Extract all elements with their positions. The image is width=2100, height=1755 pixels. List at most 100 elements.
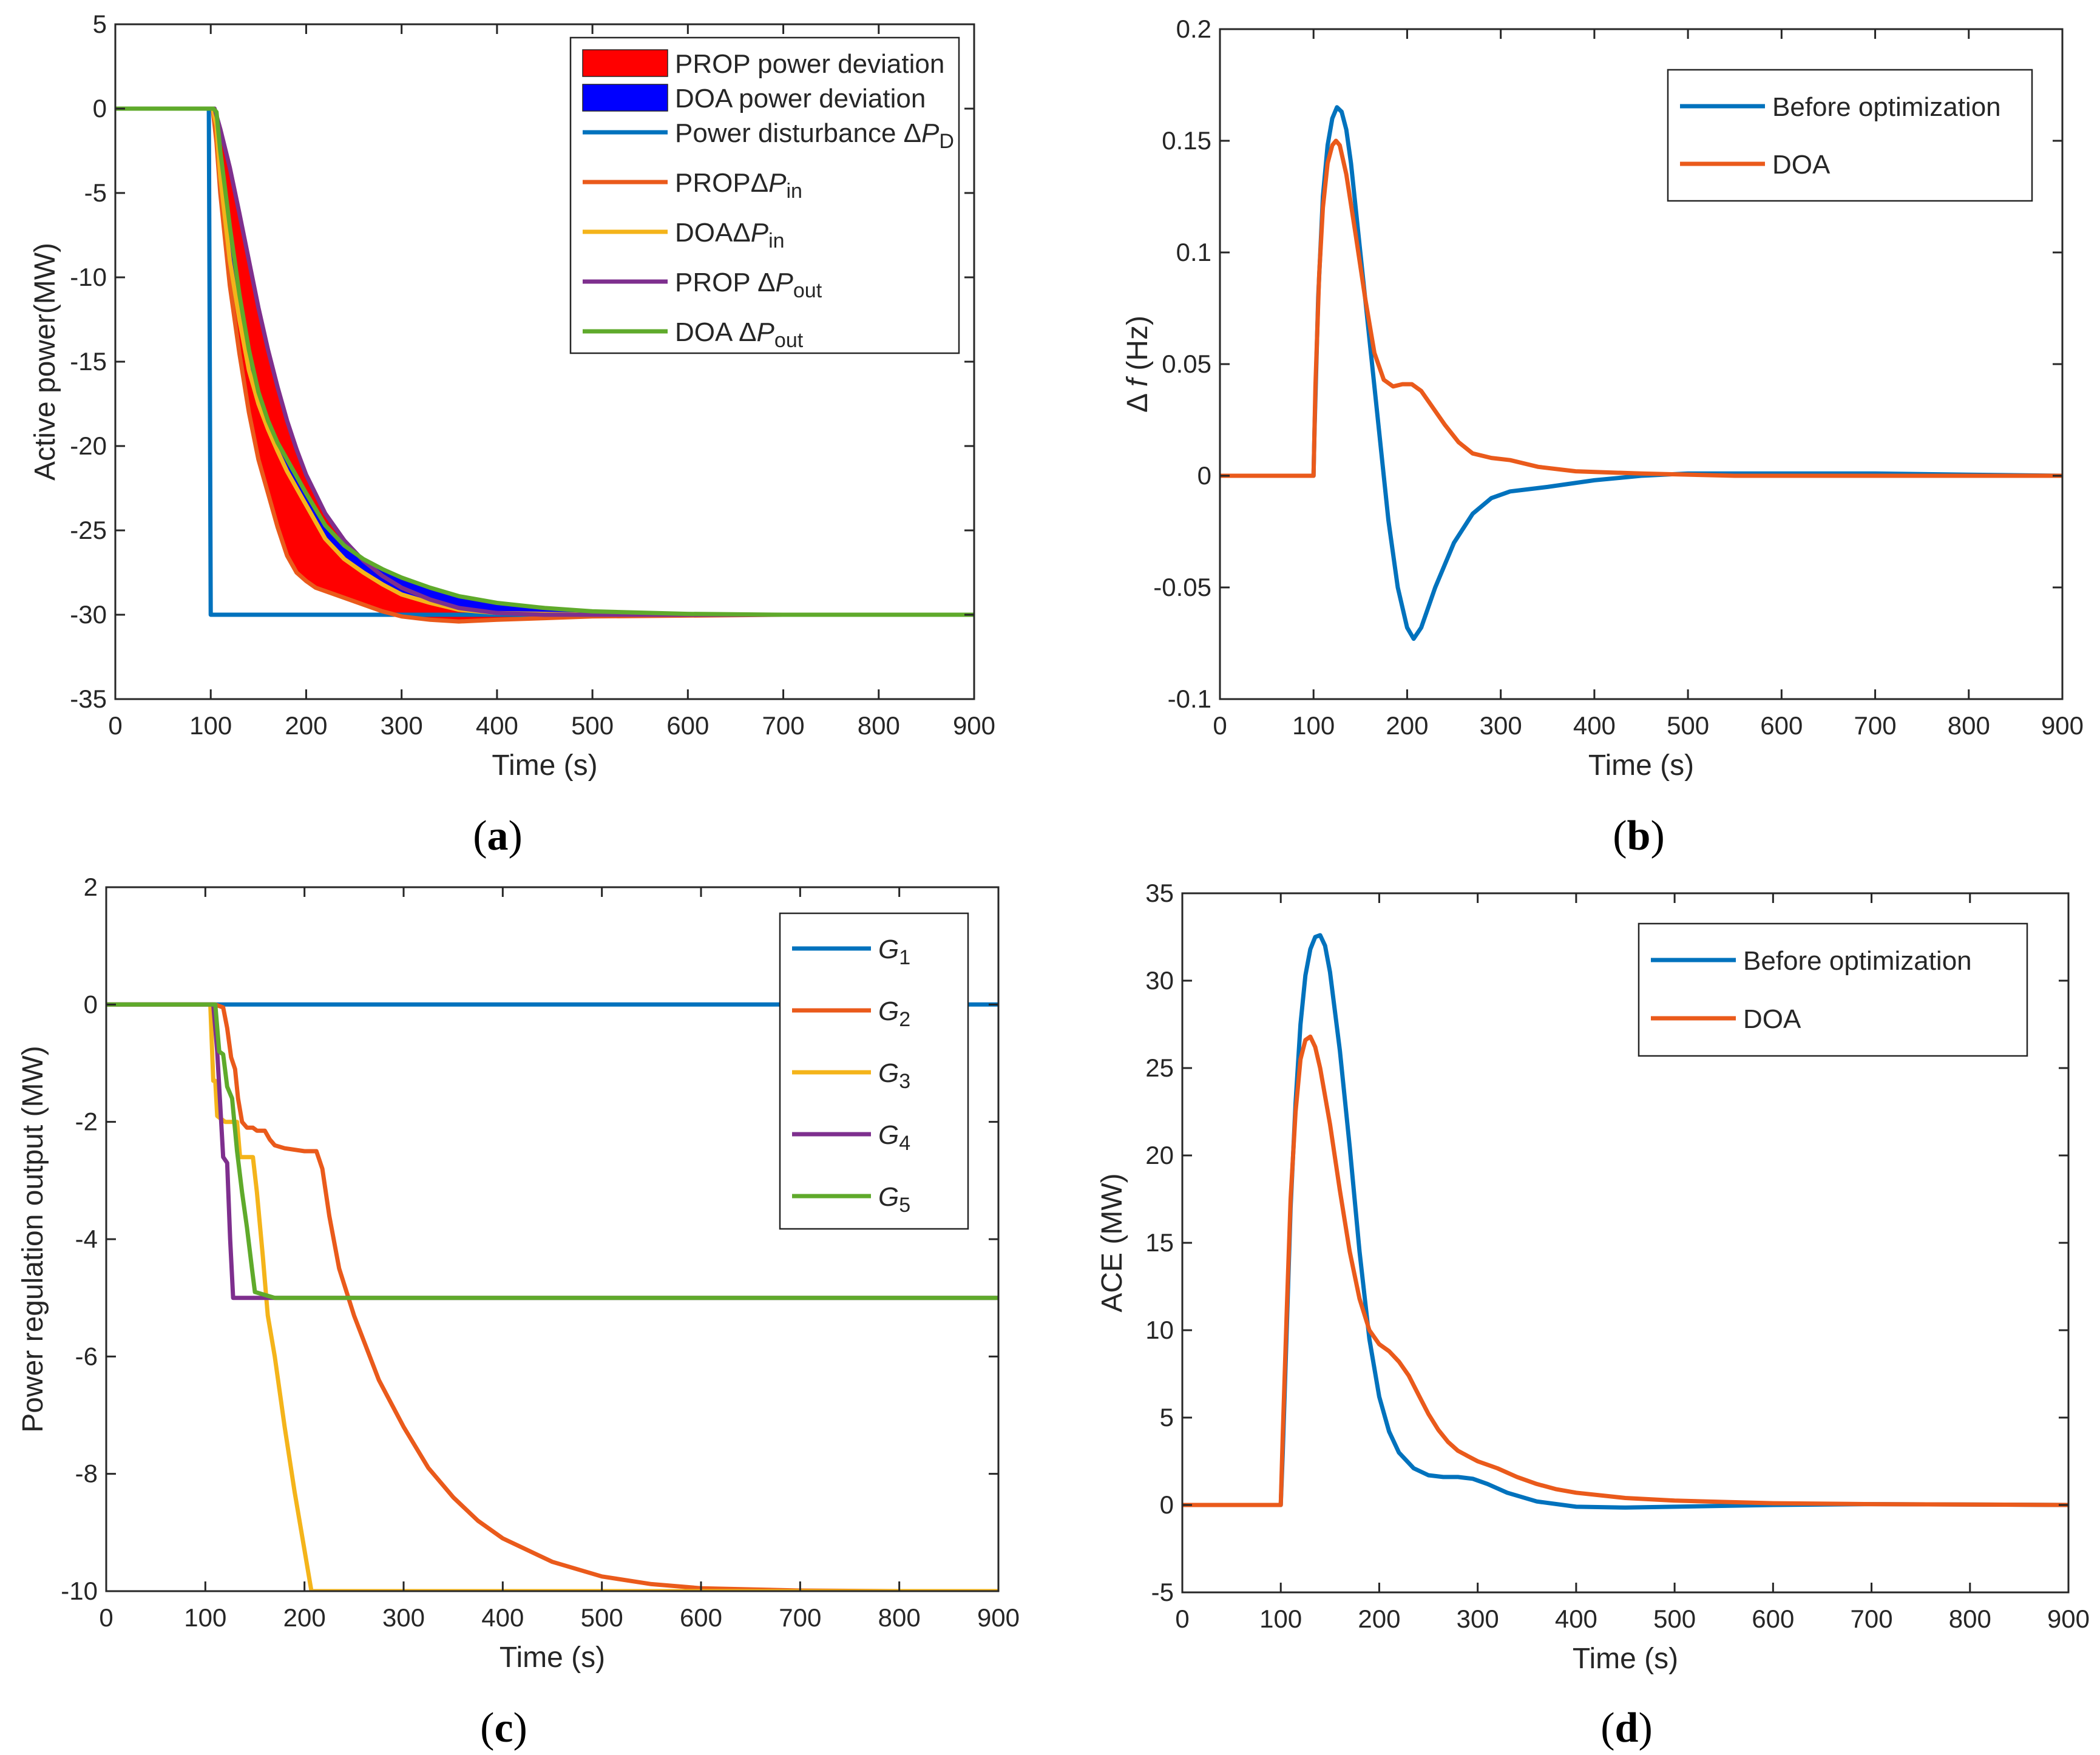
series-line-1 — [106, 1002, 998, 1591]
legend: G1 G2 G3 G4 G5 — [779, 912, 969, 1230]
legend-entry-label: DOAΔPin — [675, 218, 785, 252]
y-tick-label: -30 — [70, 600, 107, 629]
y-tick-label: 0.2 — [1176, 15, 1211, 43]
y-tick-label: 30 — [1145, 966, 1174, 995]
legend-entry-label: G4 — [878, 1120, 910, 1155]
y-tick-label: -5 — [84, 178, 107, 207]
legend-entry-label: PROP ΔPout — [675, 268, 822, 302]
legend-swatch — [582, 49, 668, 77]
legend-entry-label: PROPΔPin — [675, 168, 802, 203]
x-tick-label: 800 — [1948, 711, 1990, 740]
y-tick-label: -35 — [70, 685, 107, 713]
legend-entry-label: DOA ΔPout — [675, 317, 804, 352]
y-tick-label: -8 — [75, 1459, 98, 1488]
y-tick-label: 2 — [84, 873, 98, 901]
x-tick-label: 200 — [1358, 1605, 1400, 1633]
legend-swatch — [582, 84, 668, 112]
series-line-3 — [115, 106, 974, 617]
x-tick-label: 400 — [481, 1603, 524, 1632]
legend-entry-label: Power disturbance ΔPD — [675, 118, 954, 153]
y-tick-label: 25 — [1145, 1053, 1174, 1082]
chart-a: 0 100 200 300 400 500 600 700 800 900 5 0 -5 -10 -15 -2… — [29, 10, 995, 859]
x-tick-label: 500 — [571, 711, 614, 740]
legend-box — [1638, 922, 2028, 1057]
x-tick-label: 0 — [1175, 1605, 1189, 1633]
y-tick-label: -0.1 — [1168, 685, 1211, 713]
x-tick-label: 100 — [1292, 711, 1335, 740]
panel-caption: (d) — [1600, 1705, 1653, 1751]
x-tick-label: 700 — [1851, 1605, 1893, 1633]
y-tick-label: 0 — [1160, 1490, 1174, 1519]
panel-caption: (b) — [1613, 813, 1665, 859]
y-tick-label: -6 — [75, 1342, 98, 1370]
y-tick-label: 35 — [1145, 879, 1174, 907]
x-axis-label: Time (s) — [1573, 1643, 1678, 1675]
y-tick-label: 0.05 — [1162, 350, 1211, 378]
x-tick-label: 600 — [1760, 711, 1803, 740]
x-tick-label: 400 — [1555, 1605, 1597, 1633]
x-tick-label: 200 — [285, 711, 327, 740]
x-tick-label: 400 — [1573, 711, 1616, 740]
panel-caption: (a) — [473, 813, 523, 859]
series-line-1 — [1182, 1034, 2068, 1507]
x-tick-label: 700 — [762, 711, 805, 740]
series-line-2 — [106, 1002, 998, 1591]
series-line-4 — [106, 1002, 998, 1300]
legend-entry-label: G1 — [878, 935, 910, 969]
x-tick-label: 0 — [1213, 711, 1227, 740]
series-line-0 — [1220, 105, 2062, 641]
x-tick-label: 600 — [680, 1603, 722, 1632]
y-tick-label: -2 — [75, 1107, 98, 1136]
y-tick-label: 10 — [1145, 1316, 1174, 1344]
y-tick-label: 0.15 — [1162, 126, 1211, 155]
x-tick-label: 700 — [779, 1603, 821, 1632]
y-tick-label: -0.05 — [1153, 573, 1211, 601]
y-tick-label: -10 — [70, 263, 107, 291]
series-line-1 — [115, 106, 974, 624]
x-tick-label: 300 — [381, 711, 423, 740]
x-tick-label: 300 — [1480, 711, 1522, 740]
x-axis-label: Time (s) — [1588, 749, 1694, 782]
series-line-4 — [115, 106, 974, 617]
x-tick-label: 100 — [184, 1603, 226, 1632]
x-tick-label: 100 — [1259, 1605, 1302, 1633]
y-axis-label: Active power(MW) — [29, 243, 61, 481]
y-tick-label: 5 — [93, 10, 107, 38]
x-tick-label: 900 — [977, 1603, 1020, 1632]
x-tick-label: 800 — [1949, 1605, 1991, 1633]
y-tick-label: -5 — [1151, 1578, 1174, 1606]
legend-entry-label: G3 — [878, 1058, 910, 1093]
x-axis-label: Time (s) — [492, 749, 597, 782]
y-tick-label: -20 — [70, 431, 107, 460]
x-tick-label: 500 — [581, 1603, 623, 1632]
y-axis-label: ACE (MW) — [1096, 1173, 1128, 1312]
y-axis-label: Power regulation output (MW) — [17, 1046, 49, 1433]
x-tick-label: 900 — [2041, 711, 2084, 740]
legend-box — [1667, 69, 2033, 202]
legend-entry-label: DOA — [1772, 150, 1831, 180]
y-tick-label: 20 — [1145, 1141, 1174, 1169]
x-tick-label: 500 — [1667, 711, 1709, 740]
legend: PROP power deviation DOA power deviation P… — [569, 36, 960, 354]
legend-entry-label: G2 — [878, 996, 910, 1031]
x-tick-label: 600 — [666, 711, 709, 740]
y-tick-label: 0 — [1197, 461, 1211, 490]
x-tick-label: 500 — [1653, 1605, 1696, 1633]
y-tick-label: 0 — [84, 990, 98, 1018]
series-line-1 — [1220, 138, 2062, 478]
legend-entry-label: Before optimization — [1743, 946, 1972, 976]
x-tick-label: 200 — [1386, 711, 1428, 740]
x-tick-label: 400 — [476, 711, 518, 740]
legend: Before optimization DOA — [1638, 922, 2028, 1057]
y-tick-label: -4 — [75, 1225, 98, 1253]
x-tick-label: 300 — [1457, 1605, 1499, 1633]
legend: Before optimization DOA — [1667, 69, 2033, 202]
x-axis-label: Time (s) — [500, 1642, 605, 1674]
y-axis-label: Δ f (Hz) — [1122, 316, 1154, 413]
x-tick-label: 100 — [189, 711, 232, 740]
x-tick-label: 900 — [953, 711, 995, 740]
legend-entry-label: G5 — [878, 1182, 910, 1217]
legend-entry-label: DOA power deviation — [675, 84, 926, 113]
y-tick-label: 0 — [93, 94, 107, 123]
